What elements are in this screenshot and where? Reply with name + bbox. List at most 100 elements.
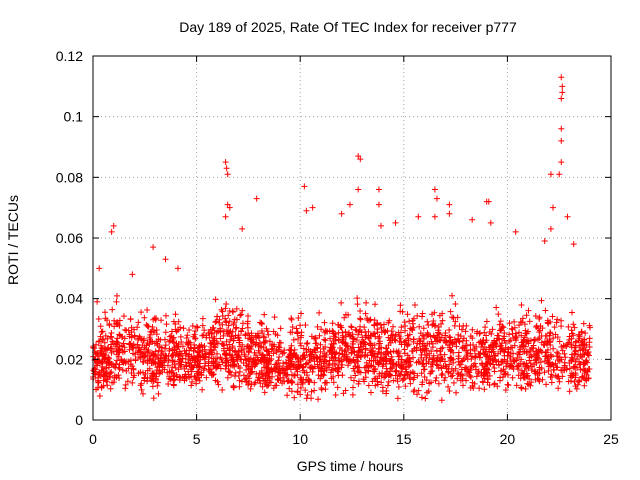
data-point: [394, 349, 401, 356]
data-point: [113, 298, 120, 305]
data-point: [346, 333, 353, 340]
data-point: [429, 367, 436, 374]
data-point: [347, 374, 354, 381]
data-point: [410, 354, 417, 361]
data-point: [279, 350, 286, 357]
data-point: [403, 364, 410, 371]
data-point: [463, 365, 470, 372]
data-point: [422, 395, 429, 402]
data-point: [191, 345, 198, 352]
data-point: [365, 382, 372, 389]
data-point: [392, 219, 399, 226]
data-point: [432, 377, 439, 384]
data-point: [541, 369, 548, 376]
data-point: [207, 326, 214, 333]
data-point: [362, 346, 369, 353]
data-point: [239, 320, 246, 327]
data-point: [311, 335, 318, 342]
data-point: [513, 382, 520, 389]
data-point: [116, 365, 123, 372]
data-point: [471, 347, 478, 354]
data-point: [175, 353, 182, 360]
data-point: [157, 336, 164, 343]
data-point: [262, 356, 269, 363]
data-point: [454, 375, 461, 382]
data-point: [410, 336, 417, 343]
data-point: [530, 344, 537, 351]
data-point: [259, 329, 266, 336]
data-point: [497, 374, 504, 381]
data-point: [463, 377, 470, 384]
data-point: [186, 347, 193, 354]
data-point: [583, 358, 590, 365]
data-point: [492, 352, 499, 359]
data-point: [225, 322, 232, 329]
data-point: [361, 364, 368, 371]
data-point: [348, 350, 355, 357]
data-point: [550, 345, 557, 352]
data-point: [568, 344, 575, 351]
data-point: [289, 329, 296, 336]
data-point: [338, 210, 345, 217]
data-point: [273, 349, 280, 356]
data-point: [264, 377, 271, 384]
data-point: [176, 377, 183, 384]
data-point: [251, 381, 258, 388]
data-point: [268, 346, 275, 353]
data-point: [350, 377, 357, 384]
y-tick-labels: 0 0.02 0.04 0.06 0.08 0.1 0.12: [56, 48, 83, 428]
data-point: [235, 353, 242, 360]
data-point: [135, 348, 142, 355]
data-point: [377, 322, 384, 329]
data-point: [273, 382, 280, 389]
axis-ticks: [92, 55, 612, 421]
data-point: [297, 342, 304, 349]
data-point: [419, 313, 426, 320]
data-point: [417, 330, 424, 337]
data-point: [224, 171, 231, 178]
data-point: [435, 380, 442, 387]
data-point: [523, 338, 530, 345]
data-point: [330, 330, 337, 337]
data-point: [165, 380, 172, 387]
data-point: [284, 378, 291, 385]
data-point: [100, 335, 107, 342]
data-point: [438, 372, 445, 379]
data-point: [114, 339, 121, 346]
data-point: [478, 340, 485, 347]
data-point: [142, 371, 149, 378]
data-point: [385, 372, 392, 379]
data-point: [372, 333, 379, 340]
data-point: [172, 311, 179, 318]
data-point: [414, 391, 421, 398]
data-point: [572, 383, 579, 390]
data-point: [502, 340, 509, 347]
data-point: [236, 377, 243, 384]
data-point: [350, 356, 357, 363]
data-point: [298, 332, 305, 339]
data-point: [106, 321, 113, 328]
data-point: [260, 333, 267, 340]
data-point: [494, 383, 501, 390]
data-point: [304, 392, 311, 399]
data-point: [374, 381, 381, 388]
data-point: [172, 364, 179, 371]
data-point: [288, 316, 295, 323]
data-point: [384, 382, 391, 389]
data-point: [316, 309, 323, 316]
data-point: [420, 366, 427, 373]
data-point: [586, 343, 593, 350]
data-point: [552, 360, 559, 367]
data-point: [191, 341, 198, 348]
data-point: [368, 352, 375, 359]
data-point: [541, 238, 548, 245]
data-point: [196, 377, 203, 384]
data-point: [99, 359, 106, 366]
data-point: [394, 395, 401, 402]
data-point: [382, 345, 389, 352]
data-point: [263, 360, 270, 367]
data-point: [102, 332, 109, 339]
data-point: [315, 396, 322, 403]
data-point: [234, 354, 241, 361]
data-point: [258, 319, 265, 326]
